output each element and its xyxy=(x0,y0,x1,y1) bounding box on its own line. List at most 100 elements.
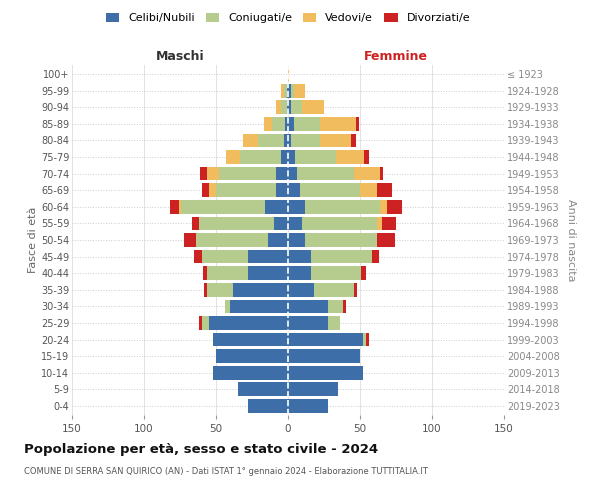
Bar xyxy=(209,316,288,330)
Bar xyxy=(291,100,302,114)
Bar xyxy=(288,300,328,313)
Bar xyxy=(291,84,294,98)
Bar xyxy=(277,184,288,197)
Bar xyxy=(287,100,288,114)
Bar xyxy=(320,117,356,130)
Bar xyxy=(216,184,277,197)
Bar xyxy=(244,134,258,147)
Bar xyxy=(288,233,305,247)
Bar xyxy=(288,167,296,180)
Bar xyxy=(288,250,311,264)
Bar xyxy=(302,216,377,230)
Bar xyxy=(208,283,233,296)
Bar xyxy=(294,84,305,98)
Bar xyxy=(366,332,368,346)
Bar xyxy=(230,300,288,313)
Bar xyxy=(241,150,281,164)
Bar xyxy=(294,117,320,130)
Bar xyxy=(288,68,289,81)
Bar xyxy=(288,350,360,363)
Bar xyxy=(179,200,181,213)
Bar xyxy=(248,399,288,412)
Y-axis label: Anni di nascita: Anni di nascita xyxy=(566,198,577,281)
Bar xyxy=(213,332,288,346)
Bar xyxy=(196,233,268,247)
Bar xyxy=(288,134,291,147)
Bar xyxy=(268,233,288,247)
Bar xyxy=(258,134,284,147)
Bar xyxy=(248,250,288,264)
Bar xyxy=(205,283,208,296)
Bar xyxy=(320,134,352,147)
Bar xyxy=(213,366,288,380)
Bar xyxy=(274,216,288,230)
Bar xyxy=(199,316,202,330)
Bar xyxy=(288,266,311,280)
Bar xyxy=(377,184,392,197)
Bar xyxy=(288,200,305,213)
Bar xyxy=(248,266,288,280)
Bar xyxy=(311,250,371,264)
Bar xyxy=(363,332,366,346)
Bar xyxy=(202,184,209,197)
Bar xyxy=(203,266,208,280)
Bar xyxy=(371,250,379,264)
Bar xyxy=(216,350,288,363)
Bar xyxy=(296,167,354,180)
Bar xyxy=(208,266,248,280)
Bar xyxy=(191,216,199,230)
Bar xyxy=(284,84,287,98)
Bar xyxy=(291,134,320,147)
Bar xyxy=(352,134,356,147)
Bar xyxy=(199,216,274,230)
Bar xyxy=(263,117,272,130)
Bar xyxy=(314,283,354,296)
Bar xyxy=(272,117,285,130)
Bar xyxy=(328,300,343,313)
Bar xyxy=(209,184,216,197)
Bar xyxy=(224,300,230,313)
Text: Femmine: Femmine xyxy=(364,50,428,62)
Bar xyxy=(288,332,363,346)
Bar xyxy=(288,117,294,130)
Bar xyxy=(377,216,382,230)
Bar xyxy=(238,382,288,396)
Bar xyxy=(288,283,314,296)
Bar xyxy=(328,316,340,330)
Bar xyxy=(184,233,196,247)
Bar xyxy=(288,150,295,164)
Bar xyxy=(360,184,377,197)
Bar xyxy=(299,184,360,197)
Bar xyxy=(380,167,383,180)
Bar xyxy=(305,200,380,213)
Bar xyxy=(288,84,291,98)
Bar xyxy=(311,266,361,280)
Bar xyxy=(302,100,324,114)
Bar xyxy=(288,316,328,330)
Bar xyxy=(181,200,265,213)
Text: Popolazione per età, sesso e stato civile - 2024: Popolazione per età, sesso e stato civil… xyxy=(24,442,378,456)
Text: COMUNE DI SERRA SAN QUIRICO (AN) - Dati ISTAT 1° gennaio 2024 - Elaborazione TUT: COMUNE DI SERRA SAN QUIRICO (AN) - Dati … xyxy=(24,468,428,476)
Bar xyxy=(354,167,380,180)
Bar xyxy=(200,167,208,180)
Bar xyxy=(356,117,359,130)
Bar xyxy=(226,150,241,164)
Bar xyxy=(202,316,209,330)
Bar xyxy=(287,84,288,98)
Legend: Celibi/Nubili, Coniugati/e, Vedovi/e, Divorziati/e: Celibi/Nubili, Coniugati/e, Vedovi/e, Di… xyxy=(101,8,475,28)
Bar xyxy=(364,150,368,164)
Bar xyxy=(305,233,377,247)
Bar xyxy=(288,184,299,197)
Bar xyxy=(288,399,328,412)
Bar xyxy=(288,366,363,380)
Bar xyxy=(380,200,388,213)
Bar xyxy=(335,150,364,164)
Bar xyxy=(194,250,202,264)
Bar xyxy=(170,200,179,213)
Bar xyxy=(281,100,287,114)
Bar xyxy=(281,84,284,98)
Bar xyxy=(277,100,281,114)
Bar xyxy=(208,167,219,180)
Bar xyxy=(354,283,357,296)
Bar xyxy=(382,216,396,230)
